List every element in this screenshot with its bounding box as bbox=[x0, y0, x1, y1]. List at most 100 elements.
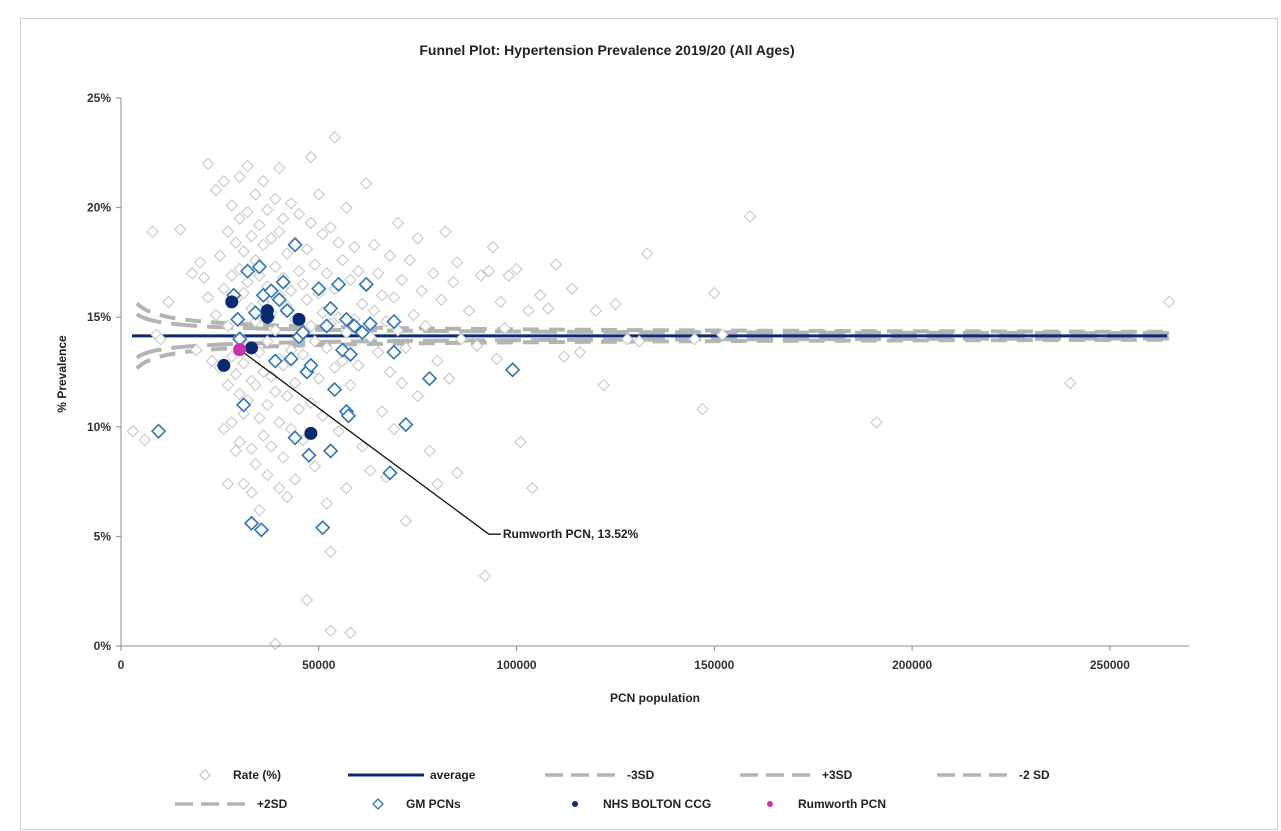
rate-point bbox=[332, 424, 345, 438]
y-axis-label: % Prevalence bbox=[55, 335, 69, 413]
rate-point bbox=[494, 295, 508, 309]
rate-point bbox=[312, 188, 326, 201]
gm-pcn-point bbox=[354, 324, 370, 341]
rate-point bbox=[1064, 376, 1077, 390]
rate-point bbox=[268, 260, 282, 274]
rate-point bbox=[340, 326, 353, 339]
rate-point bbox=[324, 221, 337, 234]
rate-point bbox=[522, 304, 535, 317]
gm-pcn-point bbox=[295, 324, 311, 341]
rate-point bbox=[696, 402, 709, 416]
rate-point bbox=[265, 440, 278, 453]
rate-point bbox=[268, 637, 282, 651]
rate-point bbox=[419, 319, 432, 333]
rate-point bbox=[328, 131, 341, 144]
rate-point bbox=[146, 225, 159, 238]
rate-point bbox=[261, 335, 274, 348]
rate-point bbox=[221, 378, 235, 392]
rate-point bbox=[565, 282, 579, 295]
rate-point bbox=[237, 245, 250, 258]
rate-point bbox=[715, 328, 729, 342]
rate-point bbox=[225, 350, 239, 363]
x-tick-label: 50000 bbox=[302, 658, 336, 672]
rate-point bbox=[399, 341, 413, 355]
legend-label: average bbox=[430, 768, 476, 782]
rate-point bbox=[217, 422, 231, 436]
rate-point bbox=[387, 291, 401, 304]
rate-point bbox=[249, 378, 262, 392]
rate-point bbox=[304, 319, 318, 333]
rate-point bbox=[371, 267, 385, 280]
gm-pcn-point bbox=[267, 353, 283, 369]
rate-point bbox=[443, 372, 456, 385]
rate-point bbox=[549, 258, 563, 271]
rate-point bbox=[261, 398, 274, 412]
gm-pcn-point bbox=[340, 408, 357, 424]
gm-pcn-point bbox=[319, 318, 335, 334]
rate-point bbox=[257, 175, 270, 188]
rate-point bbox=[308, 459, 322, 473]
rate-point bbox=[225, 199, 239, 212]
rate-point bbox=[431, 477, 444, 491]
rate-point bbox=[1162, 295, 1176, 309]
rate-point bbox=[185, 267, 199, 280]
rate-point bbox=[261, 468, 274, 482]
rate-point bbox=[557, 350, 571, 363]
rate-point bbox=[229, 367, 242, 381]
rate-point bbox=[201, 157, 215, 171]
rate-point bbox=[257, 429, 270, 442]
y-tick-label: 5% bbox=[94, 529, 112, 543]
rate-point bbox=[688, 332, 701, 346]
rate-point bbox=[276, 451, 290, 464]
rate-point bbox=[193, 256, 207, 269]
gm-pcn-point bbox=[283, 351, 299, 367]
legend-label: -2 SD bbox=[1019, 768, 1050, 782]
gm-pcn-point bbox=[263, 283, 279, 299]
rate-point bbox=[589, 304, 602, 317]
rate-point bbox=[280, 247, 294, 260]
rate-point bbox=[356, 297, 369, 311]
rate-point bbox=[344, 626, 357, 640]
rate-point bbox=[391, 216, 405, 230]
rate-point bbox=[221, 319, 235, 333]
rate-point bbox=[621, 332, 634, 346]
rate-point bbox=[534, 289, 547, 302]
bolton-ccg-point bbox=[217, 358, 231, 372]
rumworth-pcn-point bbox=[233, 343, 247, 357]
rate-point bbox=[241, 275, 254, 289]
control-limits bbox=[135, 301, 1170, 370]
rate-point bbox=[316, 227, 330, 241]
rate-point bbox=[308, 335, 322, 348]
rate-point bbox=[205, 354, 219, 368]
annotation-leader-line bbox=[239, 349, 501, 535]
gm-pcn-point bbox=[386, 313, 402, 330]
gm-legend-marker bbox=[372, 798, 384, 810]
gm-pcn-point bbox=[346, 318, 363, 334]
bolton-ccg-point bbox=[292, 312, 306, 326]
rate-point bbox=[292, 402, 306, 416]
rate-point bbox=[462, 304, 476, 317]
gm-pcn-point bbox=[247, 305, 264, 321]
rate-point bbox=[276, 212, 290, 225]
annotation-label: Rumworth PCN, 13.52% bbox=[503, 527, 639, 541]
rate-point bbox=[284, 196, 298, 210]
legend-label: +3SD bbox=[822, 768, 853, 782]
rate-point bbox=[229, 236, 242, 249]
rate-point bbox=[213, 249, 227, 263]
rate-point bbox=[272, 225, 286, 238]
rate-point bbox=[174, 223, 187, 236]
gm-pcn-point bbox=[251, 259, 268, 275]
rate-point bbox=[454, 332, 468, 346]
rate-point bbox=[300, 593, 314, 607]
bolton-ccg-point bbox=[304, 426, 318, 440]
rate-point bbox=[415, 284, 428, 298]
rate-point bbox=[367, 304, 381, 317]
rate-point bbox=[435, 293, 448, 306]
rate-point bbox=[288, 473, 302, 486]
rate-point bbox=[387, 422, 401, 436]
rate-point bbox=[486, 240, 500, 254]
rate-point bbox=[304, 150, 318, 164]
rate-point bbox=[237, 356, 250, 370]
ccg-legend-marker bbox=[572, 801, 578, 807]
rate-point bbox=[249, 188, 262, 201]
